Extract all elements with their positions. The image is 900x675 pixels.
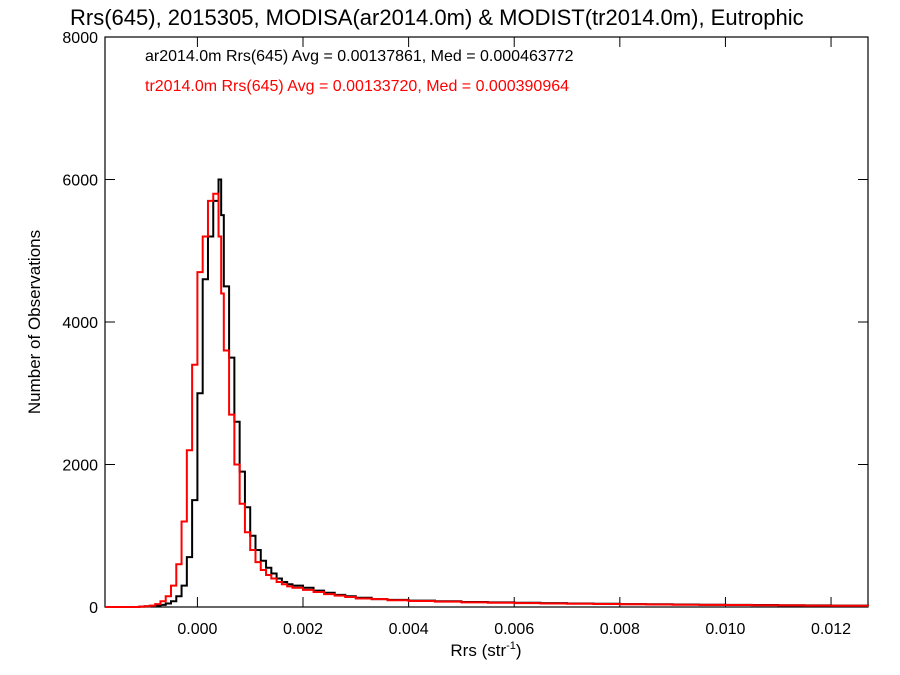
x-tick-label: 0.012 <box>811 621 851 638</box>
x-axis-label-sup: -1 <box>506 640 516 652</box>
x-axis: 0.000 0.002 0.004 0.006 0.008 0.010 0.012 <box>177 37 851 638</box>
series-tr2014.0m <box>105 192 869 608</box>
x-tick-label: 0.006 <box>494 621 534 638</box>
series-layer <box>105 178 869 608</box>
x-tick-label: 0.002 <box>283 621 323 638</box>
series-ar2014.0m <box>105 178 869 608</box>
x-axis-label-main: Rrs (str <box>450 641 506 660</box>
y-tick-label: 2000 <box>62 458 98 475</box>
x-axis-label: Rrs (str-1) <box>450 640 521 660</box>
x-tick-label: 0.004 <box>389 621 429 638</box>
x-tick-label: 0.000 <box>177 621 217 638</box>
chart-title: Rrs(645), 2015305, MODISA(ar2014.0m) & M… <box>70 5 804 30</box>
plot-frame <box>104 36 869 608</box>
y-tick-label: 6000 <box>62 173 98 190</box>
x-axis-label-tail: ) <box>516 641 522 660</box>
x-tick-label: 0.008 <box>600 621 640 638</box>
x-tick-label: 0.010 <box>705 621 745 638</box>
y-axis: 0 2000 4000 6000 8000 <box>62 30 868 617</box>
y-tick-label: 4000 <box>62 315 98 332</box>
y-tick-label: 0 <box>89 600 98 617</box>
annotation-ar2014: ar2014.0m Rrs(645) Avg = 0.00137861, Med… <box>145 48 574 65</box>
y-axis-label: Number of Observations <box>25 230 44 414</box>
annotation-tr2014: tr2014.0m Rrs(645) Avg = 0.00133720, Med… <box>145 78 569 95</box>
y-tick-label: 8000 <box>62 30 98 47</box>
